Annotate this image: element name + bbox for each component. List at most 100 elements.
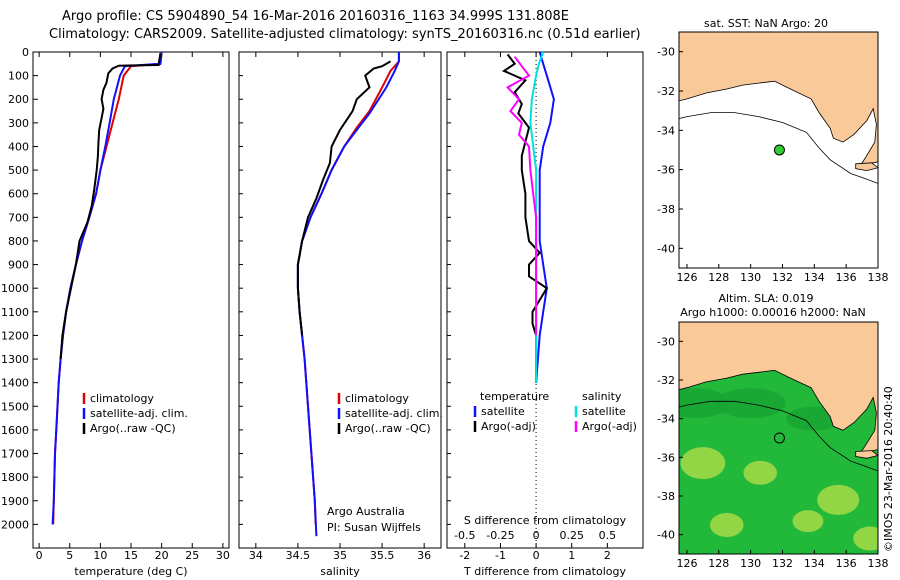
y-tick-label: 700 <box>8 211 29 224</box>
legend-label: satellite <box>582 405 626 418</box>
sla-patch <box>679 388 730 419</box>
x-tick-label: 130 <box>740 557 761 570</box>
island-coast <box>855 450 878 459</box>
argo-marker <box>773 432 785 444</box>
x-tick-label: 15 <box>124 549 138 562</box>
x-tick-label: -2 <box>459 549 470 562</box>
y-tick-label: -34 <box>657 124 675 137</box>
x-tick-label: 136 <box>836 271 857 284</box>
y-tick-label: -30 <box>657 335 675 348</box>
x-tick-label: 34 <box>249 549 263 562</box>
x-tick-label: 36 <box>417 549 431 562</box>
legend-label: climatology <box>90 392 154 405</box>
x-tick-label: 0 <box>533 549 540 562</box>
y-tick-label: -40 <box>657 529 675 542</box>
shelf-contour <box>679 400 878 472</box>
shelf-contour <box>679 112 878 184</box>
y-tick-label: -36 <box>657 451 675 464</box>
legend-label: Argo(..raw -QC) <box>90 422 176 435</box>
map-title: Argo h1000: 0.00016 h2000: NaN <box>680 306 866 319</box>
plot-frame <box>238 51 442 549</box>
x-tick-label: 126 <box>676 557 697 570</box>
x-tick-label: 35.5 <box>370 549 395 562</box>
y-tick-label: 600 <box>8 188 29 201</box>
top-tick-label: -0.25 <box>486 529 514 542</box>
x-tick-label: 35 <box>333 549 347 562</box>
series-line <box>535 51 555 383</box>
y-tick-label: -38 <box>657 203 675 216</box>
y-tick-label: 400 <box>8 140 29 153</box>
sla-patch <box>680 447 726 480</box>
map-frame <box>678 31 879 269</box>
salinity-panel: 34 34.5 35 35.5 36 salinity climatology satelli… <box>238 51 443 578</box>
x-tick-label: 134 <box>804 557 825 570</box>
y-tick-label: 1900 <box>1 495 29 508</box>
legend-heading: salinity <box>582 390 622 403</box>
credit-text: ©IMOS 23-Mar-2016 20:40:40 <box>882 386 895 552</box>
y-tick-label: 0 <box>22 46 29 59</box>
legend-label: satellite-adj. clim. <box>345 407 443 420</box>
x-tick-label: 138 <box>868 557 889 570</box>
y-tick-label: 1700 <box>1 448 29 461</box>
y-tick-label: 1500 <box>1 400 29 413</box>
temperature-panel: 0 5 10 15 20 25 300100200300400500600700800900… <box>1 46 230 578</box>
y-tick-label: 1800 <box>1 471 29 484</box>
x-tick-label: 128 <box>708 557 729 570</box>
annotation-line: Argo Australia <box>327 505 405 518</box>
legend-label: climatology <box>345 392 409 405</box>
y-tick-label: -34 <box>657 413 675 426</box>
plot-frame <box>446 51 644 549</box>
y-tick-label: 2000 <box>1 518 29 531</box>
top-axis-label: S difference from climatology <box>464 514 627 527</box>
map-content <box>679 322 878 554</box>
map-title: Altim. SLA: 0.019 <box>718 292 813 305</box>
x-tick-label: 132 <box>772 557 793 570</box>
x-tick-label: 25 <box>185 549 199 562</box>
y-tick-label: -40 <box>657 242 675 255</box>
top-tick-label: 0 <box>533 529 540 542</box>
legend-label: Argo(-adj) <box>582 420 637 433</box>
sla-patch <box>709 513 744 537</box>
y-tick-label: 1100 <box>1 306 29 319</box>
plot-frame <box>32 51 230 549</box>
series-line <box>51 51 163 525</box>
sla-patch <box>792 510 824 533</box>
x-tick-label: 132 <box>772 271 793 284</box>
x-tick-label: 130 <box>740 271 761 284</box>
series-line <box>296 52 400 525</box>
top-tick-label: 0.5 <box>599 529 617 542</box>
series-line <box>296 60 391 336</box>
y-tick-label: 800 <box>8 235 29 248</box>
legend-label: satellite <box>481 405 525 418</box>
x-tick-label: 2 <box>604 549 611 562</box>
x-tick-label: 1 <box>568 549 575 562</box>
x-tick-label: 34.5 <box>286 549 311 562</box>
annotation-line: PI: Susan Wijffels <box>327 521 421 534</box>
x-tick-label: 10 <box>93 549 107 562</box>
y-tick-label: -30 <box>657 46 675 59</box>
x-tick-label: 136 <box>836 557 857 570</box>
y-tick-label: 500 <box>8 164 29 177</box>
y-tick-label: 1400 <box>1 377 29 390</box>
y-tick-label: 300 <box>8 117 29 130</box>
y-tick-label: 1200 <box>1 329 29 342</box>
map-title: sat. SST: NaN Argo: 20 <box>704 17 828 30</box>
x-tick-label: 20 <box>155 549 169 562</box>
series-line <box>59 53 162 360</box>
x-tick-label: -1 <box>495 549 506 562</box>
series-line <box>505 56 538 336</box>
sla-patch <box>743 460 777 485</box>
y-tick-label: 1300 <box>1 353 29 366</box>
argo-marker <box>773 144 785 156</box>
profile-title: Argo profile: CS 5904890_54 16-Mar-2016 … <box>62 9 570 24</box>
x-axis-label: salinity <box>320 565 360 578</box>
x-axis-label: temperature (deg C) <box>74 565 187 578</box>
map-frame <box>678 321 879 555</box>
sla-patch <box>853 526 878 551</box>
y-tick-label: 100 <box>8 70 29 83</box>
x-tick-label: 5 <box>66 549 73 562</box>
sla-patch <box>817 484 860 515</box>
y-tick-label: -36 <box>657 164 675 177</box>
series-line <box>501 53 549 383</box>
